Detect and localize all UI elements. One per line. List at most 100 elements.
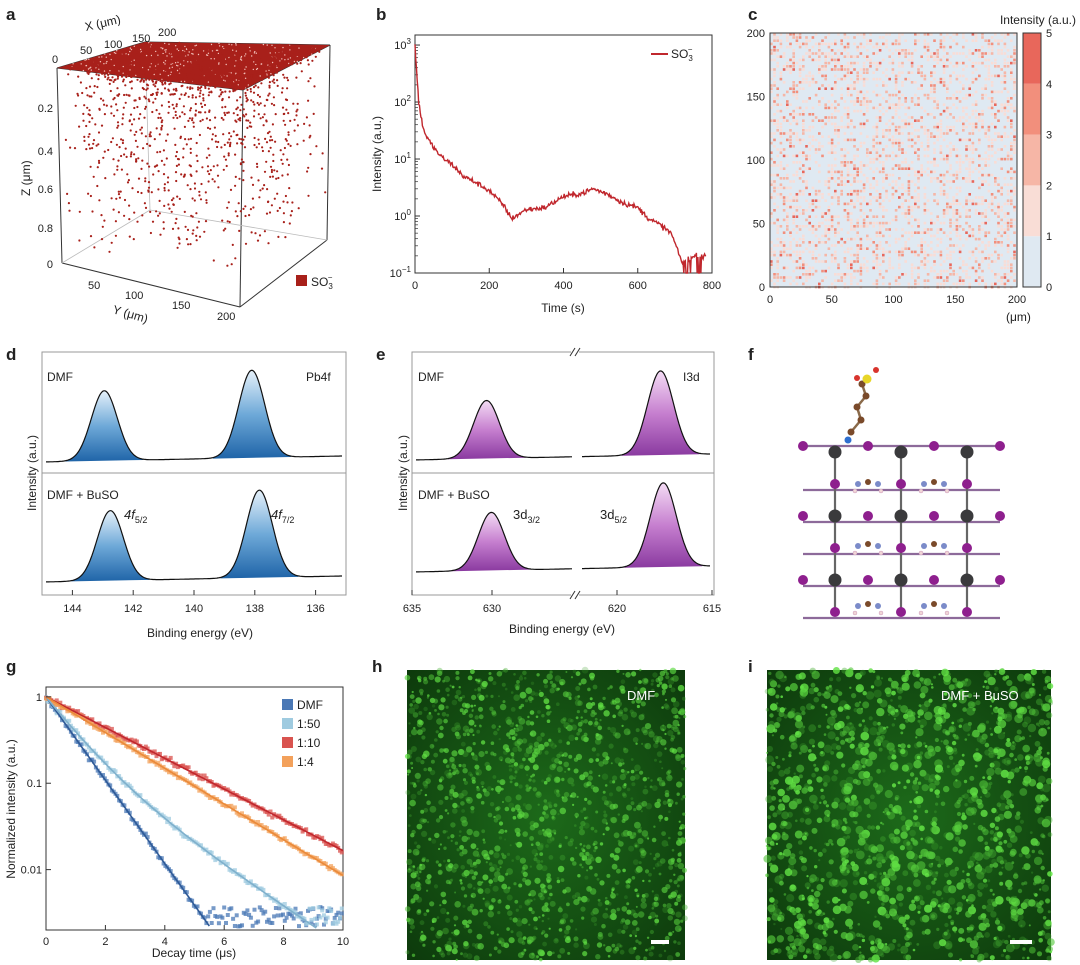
- map-cell: [907, 218, 911, 222]
- map-cell: [949, 180, 952, 183]
- so3-point: [303, 122, 306, 125]
- map-cell: [962, 269, 965, 273]
- so3-point: [290, 63, 294, 66]
- map-cell: [885, 68, 888, 71]
- map-cell: [920, 260, 923, 263]
- so3-point: [281, 174, 284, 177]
- so3-point: [112, 62, 115, 65]
- so3-point: [117, 68, 120, 71]
- so3-point: [203, 230, 206, 233]
- so3-point: [277, 52, 280, 55]
- map-cell: [830, 113, 834, 116]
- map-cell: [779, 74, 783, 78]
- map-cell: [981, 215, 984, 218]
- map-cell: [850, 282, 853, 286]
- map-cell: [994, 183, 997, 186]
- so3-point: [276, 170, 279, 173]
- decay-point: [268, 809, 273, 814]
- map-cell: [917, 97, 920, 100]
- map-cell: [834, 253, 837, 257]
- so3-point: [155, 80, 158, 83]
- map-cell: [942, 231, 946, 234]
- map-cell: [824, 74, 827, 78]
- map-cell: [837, 49, 840, 52]
- map-cell: [773, 189, 776, 193]
- so3-point: [250, 176, 253, 179]
- so3-point: [234, 82, 237, 85]
- so3-point: [173, 64, 176, 67]
- map-cell: [878, 257, 882, 260]
- so3-point: [178, 73, 181, 76]
- so3-point: [174, 68, 177, 71]
- map-cell: [770, 106, 773, 110]
- decay-point: [67, 718, 72, 723]
- map-cell: [917, 276, 920, 279]
- so3-point: [293, 118, 296, 121]
- z-tick: 0.2: [38, 103, 53, 115]
- map-cell: [843, 36, 847, 39]
- so3-point: [220, 54, 223, 57]
- map-cell: [824, 218, 827, 222]
- map-cell: [770, 183, 773, 186]
- so3-point: [244, 91, 247, 95]
- x-tick-label: 200: [1008, 294, 1026, 306]
- map-cell: [910, 81, 914, 84]
- map-cell: [805, 225, 808, 228]
- decay-point: [129, 785, 134, 790]
- decay-point: [282, 902, 287, 906]
- map-cell: [933, 170, 936, 174]
- pb-atom: [894, 573, 908, 587]
- top-speckle: [259, 75, 261, 77]
- iodide-atom: [962, 479, 972, 489]
- so3-point: [223, 73, 226, 76]
- so3-point: [122, 78, 125, 81]
- map-cell: [866, 77, 869, 81]
- so3-point: [223, 155, 226, 158]
- map-cell: [827, 61, 831, 65]
- decay-point: [248, 879, 253, 884]
- top-speckle: [274, 47, 276, 49]
- map-cell: [997, 177, 1000, 180]
- so3-point: [237, 202, 240, 205]
- map-cell: [837, 225, 840, 228]
- so3-point: [189, 165, 192, 168]
- colorbar-tick: 3: [1046, 130, 1052, 142]
- so3-point: [243, 135, 246, 138]
- so3-point: [204, 85, 207, 88]
- so3-point: [177, 51, 181, 54]
- so3-point: [199, 73, 202, 76]
- map-cell: [856, 173, 859, 177]
- so3-point: [172, 88, 175, 91]
- so3-point: [142, 74, 145, 77]
- y-tick: 150: [172, 300, 190, 312]
- top-speckle: [240, 55, 243, 58]
- map-cell: [987, 202, 991, 206]
- so3-point: [155, 109, 158, 112]
- so3-point: [95, 59, 99, 62]
- map-cell: [866, 237, 869, 241]
- map-cell: [802, 132, 805, 135]
- map-cell: [850, 71, 853, 74]
- so3-point: [175, 105, 178, 108]
- map-cell: [939, 221, 943, 225]
- map-cell: [872, 266, 875, 270]
- map-cell: [1006, 109, 1010, 113]
- map-cell: [990, 49, 994, 52]
- so3-point: [299, 62, 302, 65]
- map-cell: [789, 135, 792, 138]
- map-cell: [914, 141, 917, 145]
- map-cell: [1003, 177, 1007, 180]
- so3-point: [180, 173, 183, 176]
- map-cell: [936, 129, 939, 132]
- top-speckle: [281, 58, 283, 60]
- map-cell: [904, 209, 907, 212]
- map-cell: [843, 250, 847, 254]
- map-cell: [795, 205, 799, 209]
- so3-point: [248, 63, 251, 66]
- map-cell: [968, 164, 971, 167]
- map-cell: [846, 215, 850, 218]
- so3-point: [272, 96, 275, 99]
- map-cell: [789, 276, 792, 279]
- map-cell: [981, 55, 984, 58]
- map-cell: [955, 119, 959, 122]
